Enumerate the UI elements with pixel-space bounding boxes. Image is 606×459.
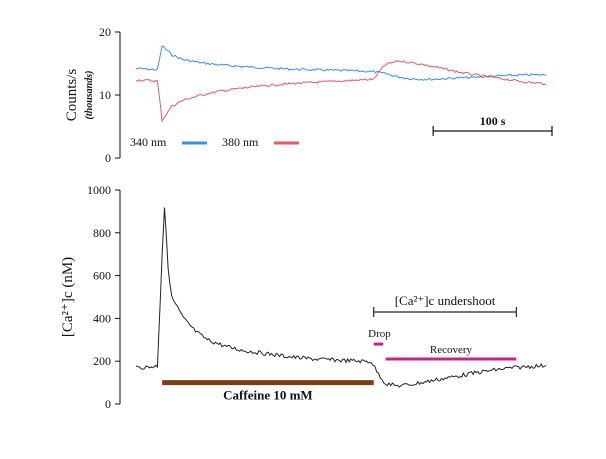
bottom-ytick-label: 1000	[87, 183, 111, 197]
bottom-ylabel: [Ca²⁺]c (nM)	[60, 257, 76, 337]
bottom-ytick-label: 200	[93, 354, 111, 368]
bottom-series-group	[135, 207, 547, 388]
top-y-ticks: 0 10 20	[99, 25, 120, 165]
scale-bar-label: 100 s	[480, 114, 506, 128]
top-ytick-label: 0	[105, 151, 111, 165]
bottom-panel: 0 200 400 600 800 1000 [Ca²⁺]c (nM) Caffeine …	[60, 183, 547, 411]
top-ytick-label: 10	[99, 88, 111, 102]
top-ylabel: Counts/s	[64, 69, 80, 122]
bottom-y-ticks: 0 200 400 600 800 1000	[87, 183, 120, 411]
legend-label-340: 340 nm	[130, 135, 167, 149]
caffeine-label: Caffeine 10 mM	[223, 388, 313, 403]
top-series-group	[135, 45, 547, 123]
legend-label-380: 380 nm	[222, 135, 259, 149]
bottom-ytick-label: 600	[93, 269, 111, 283]
top-ytick-label: 20	[99, 25, 111, 39]
top-series-line-380	[135, 59, 547, 123]
top-panel: 0 10 20 Counts/s (thousands) 340 nm 380 nm…	[64, 25, 553, 165]
scale-bar: 100 s	[432, 114, 553, 136]
bottom-ytick-label: 0	[105, 397, 111, 411]
legend: 340 nm 380 nm	[130, 135, 299, 149]
bottom-series-line	[135, 207, 547, 388]
annotations: Caffeine 10 mM [Ca²⁺]c undershoot Drop R…	[162, 293, 517, 403]
top-series-line-340	[135, 45, 547, 81]
bottom-ytick-label: 800	[93, 226, 111, 240]
recovery-label: Recovery	[430, 344, 473, 356]
top-ylabel-sub: (thousands)	[84, 71, 95, 120]
undershoot-label: [Ca²⁺]c undershoot	[395, 293, 496, 308]
bottom-ytick-label: 400	[93, 311, 111, 325]
drop-label: Drop	[368, 328, 391, 340]
